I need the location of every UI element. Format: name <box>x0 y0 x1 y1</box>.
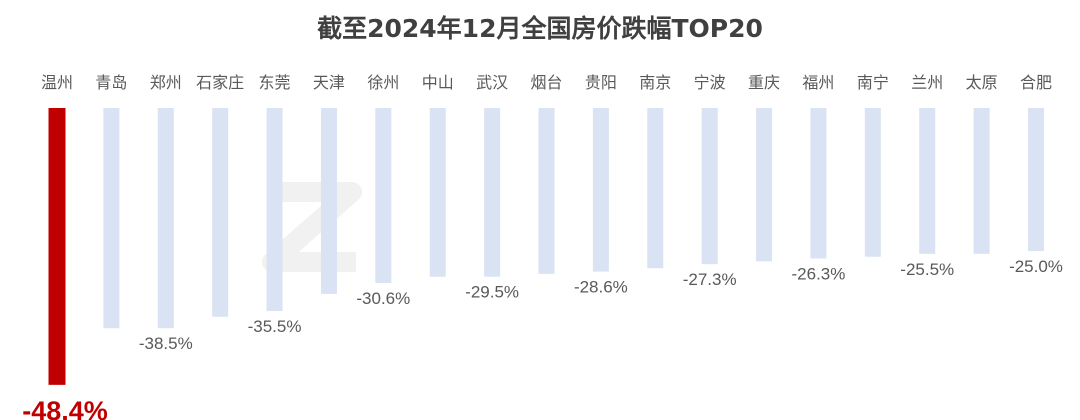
bar <box>212 108 229 317</box>
bar <box>919 108 936 254</box>
bar <box>429 108 446 277</box>
bar <box>484 108 501 277</box>
category-label: 郑州 <box>150 73 182 92</box>
data-label: -27.3% <box>683 270 737 289</box>
data-labels: -48.4% -38.5% -35.5% -30.6% -29.5% -28.6% -27.… <box>22 257 1063 420</box>
bar <box>973 108 990 254</box>
category-label: 重庆 <box>748 73 780 92</box>
bar <box>538 108 555 274</box>
category-label: 宁波 <box>694 73 726 92</box>
data-label: -25.0% <box>1009 257 1063 276</box>
category-label: 温州 <box>41 73 73 92</box>
category-label: 徐州 <box>367 73 399 92</box>
chart-title: 截至2024年12月全国房价跌幅TOP20 <box>317 14 763 43</box>
bar <box>1028 108 1044 251</box>
category-label: 南宁 <box>857 73 889 92</box>
bar-series <box>48 108 1044 385</box>
category-axis-labels: 温州 青岛 郑州 石家庄 东莞 天津 徐州 中山 武汉 烟台 贵阳 南京 宁波 重庆 福州 南宁 兰州 太原 合肥 <box>41 73 1052 92</box>
bar <box>647 108 664 269</box>
category-label: 兰州 <box>911 73 943 92</box>
category-label: 合肥 <box>1020 73 1052 92</box>
bar <box>157 108 174 329</box>
bar <box>810 108 827 259</box>
data-label: -29.5% <box>465 283 519 302</box>
category-label: 石家庄 <box>196 73 244 92</box>
category-label: 太原 <box>966 73 998 92</box>
data-label: -26.3% <box>792 264 846 283</box>
category-label: 南京 <box>639 73 671 92</box>
bar-highlight <box>48 108 66 385</box>
bar <box>756 108 773 262</box>
data-label: -38.5% <box>139 334 193 353</box>
bar <box>103 108 120 329</box>
category-label: 中山 <box>422 73 454 92</box>
category-label: 福州 <box>802 73 834 92</box>
data-label: -35.5% <box>248 317 302 336</box>
category-label: 东莞 <box>259 73 291 92</box>
bar <box>592 108 609 272</box>
watermark-logo <box>262 182 362 272</box>
category-label: 烟台 <box>530 73 562 92</box>
category-label: 青岛 <box>95 73 127 92</box>
data-label: -28.6% <box>574 278 628 297</box>
category-label: 贵阳 <box>585 73 617 92</box>
bar <box>864 108 881 257</box>
data-label: -25.5% <box>900 260 954 279</box>
category-label: 天津 <box>313 73 345 92</box>
bar <box>701 108 718 265</box>
bar <box>266 108 283 312</box>
data-label: -30.6% <box>356 289 410 308</box>
bar <box>320 108 337 294</box>
category-label: 武汉 <box>476 73 508 92</box>
data-label: -48.4% <box>22 396 108 420</box>
bar <box>375 108 392 284</box>
